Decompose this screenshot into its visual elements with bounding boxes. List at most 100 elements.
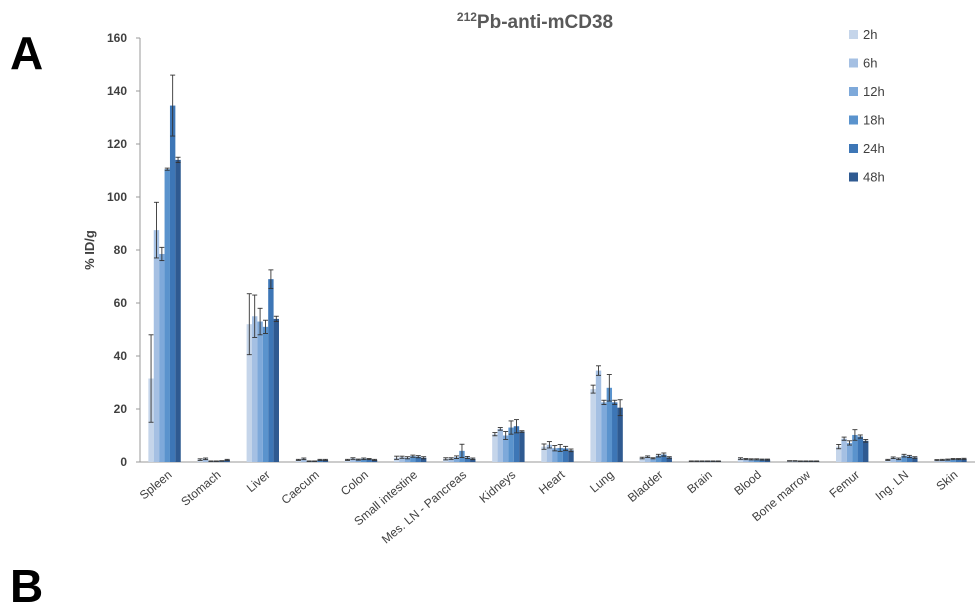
bar-24h-spleen [169, 105, 176, 462]
bar-6h-skin [939, 459, 946, 462]
y-tick-label: 120 [107, 137, 127, 151]
legend-label-48h: 48h [863, 170, 885, 185]
x-tick-label: Colon [338, 468, 371, 499]
bar-2h-liver [246, 324, 252, 462]
panel-label-b: B [10, 560, 44, 612]
legend-swatch-48h [849, 172, 858, 182]
x-tick-label: Skin [933, 468, 960, 494]
x-tick-label: Ing. LN [873, 468, 912, 504]
bar-48h-heart [568, 450, 574, 462]
bar-2h-lung [590, 389, 596, 462]
y-axis-label: % ID/g [82, 230, 97, 270]
bar-24h-bladder [661, 454, 667, 462]
bar-48h-lung [617, 407, 623, 462]
legend-label-2h: 2h [863, 27, 877, 42]
y-tick-label: 80 [114, 243, 128, 257]
x-tick-label: Mes. LN - Pancreas [379, 468, 469, 547]
bar-24h-blood [759, 459, 765, 462]
bar-48h-small-intestine [420, 457, 427, 462]
bar-18h-small-intestine [410, 456, 416, 462]
bar-18h-femur [852, 434, 858, 462]
bar-6h-lung [595, 370, 602, 462]
bar-24h-heart [562, 448, 569, 462]
x-tick-label: Heart [536, 467, 568, 497]
bar-48h-colon [371, 459, 378, 462]
chart-title: 212Pb-anti-mCD38 [457, 10, 613, 33]
bar-6h-ing-ln [890, 457, 896, 462]
bar-2h-bladder [639, 458, 645, 462]
bar-48h-skin [961, 458, 967, 462]
bar-6h-heart [546, 444, 553, 462]
chart-title-main: Pb-anti-mCD38 [477, 12, 613, 33]
bar-24h-kidneys [513, 426, 520, 462]
bar-18h-colon [361, 458, 367, 462]
x-tick-label: Liver [244, 468, 273, 495]
legend-swatch-6h [849, 58, 858, 68]
bar-2h-blood [737, 458, 744, 462]
x-tick-label: Spleen [137, 468, 175, 503]
bar-2h-colon [344, 459, 351, 462]
bar-6h-spleen [153, 230, 160, 462]
bar-18h-skin [950, 459, 956, 462]
bar-2h-mes-ln-pancreas [443, 458, 449, 462]
panel-label-a: A [10, 27, 44, 79]
bar-18h-liver [262, 326, 269, 462]
bar-12h-spleen [159, 253, 165, 462]
bar-2h-small-intestine [393, 457, 400, 462]
y-tick-label: 60 [114, 296, 128, 310]
bar-12h-femur [846, 442, 853, 462]
y-tick-label: 100 [107, 190, 127, 204]
y-tick-label: 40 [114, 349, 128, 363]
chart-title-isotope-superscript: 212 [457, 10, 477, 24]
bar-12h-kidneys [502, 435, 509, 462]
legend-swatch-12h [849, 87, 858, 96]
legend-swatch-24h [849, 144, 858, 153]
bar-12h-colon [355, 459, 362, 462]
x-tick-label: Blood [731, 468, 764, 498]
bar-24h-small-intestine [415, 456, 421, 462]
bar-48h-liver [273, 318, 279, 462]
bar-2h-ing-ln [885, 459, 891, 462]
bar-18h-blood [753, 459, 760, 462]
legend-label-24h: 24h [863, 141, 885, 156]
bar-2h-heart [541, 446, 547, 462]
bar-18h-spleen [164, 169, 170, 463]
y-tick-label: 140 [107, 84, 127, 98]
bar-2h-kidneys [492, 434, 498, 462]
bar-24h-ing-ln [906, 456, 913, 462]
legend-label-18h: 18h [863, 113, 885, 128]
bar-24h-femur [857, 436, 864, 462]
bar-24h-lung [612, 402, 618, 462]
x-tick-label: Brain [684, 468, 714, 497]
bar-12h-bladder [650, 458, 656, 462]
bar-2h-caecum [295, 459, 302, 462]
bar-48h-blood [764, 459, 771, 462]
bar-24h-colon [366, 459, 372, 462]
bar-24h-skin [955, 459, 962, 462]
legend-swatch-2h [849, 30, 858, 39]
bar-6h-caecum [301, 458, 307, 462]
bar-12h-skin [945, 459, 951, 462]
x-tick-label: Bladder [625, 468, 666, 505]
x-tick-label: Lung [587, 468, 616, 496]
bar-48h-femur [863, 440, 869, 462]
bar-48h-caecum [322, 459, 329, 462]
bar-6h-small-intestine [399, 457, 405, 462]
bar-12h-small-intestine [404, 457, 411, 462]
bar-12h-blood [748, 459, 754, 462]
y-tick-label: 0 [120, 455, 127, 469]
bar-24h-caecum [317, 459, 323, 462]
bar-series [148, 74, 967, 463]
x-tick-label: Caecum [279, 468, 322, 507]
legend-label-6h: 6h [863, 56, 877, 71]
bar-48h-kidneys [519, 431, 525, 462]
bar-6h-mes-ln-pancreas [448, 458, 454, 462]
bar-24h-mes-ln-pancreas [464, 457, 471, 462]
bar-18h-ing-ln [901, 455, 907, 462]
legend-label-12h: 12h [863, 84, 885, 99]
bar-12h-heart [552, 448, 558, 462]
bar-48h-ing-ln [912, 457, 918, 462]
bar-6h-femur [841, 438, 847, 462]
bar-48h-spleen [175, 159, 181, 462]
